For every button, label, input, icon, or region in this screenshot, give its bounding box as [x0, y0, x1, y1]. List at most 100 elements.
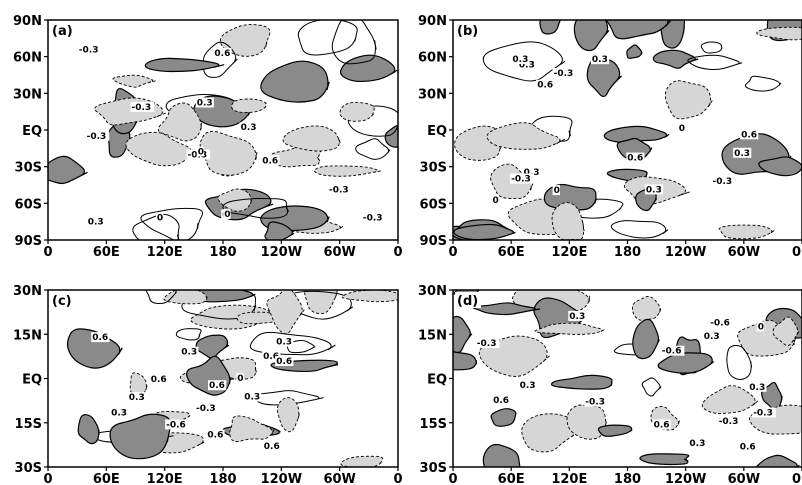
contour-label: 0	[758, 323, 764, 333]
y-tick-label: 30S	[420, 461, 447, 476]
contour-label-background	[91, 332, 110, 343]
negative-correlation-region	[229, 415, 275, 443]
positive-correlation-region	[453, 351, 478, 371]
contour-label-background	[756, 321, 765, 332]
contour-label: 0.6	[207, 431, 223, 441]
x-tick-label: 60E	[93, 472, 120, 485]
zero-contour	[726, 344, 753, 380]
y-tick-label: 15S	[15, 417, 42, 432]
panel-c-y-axis: 30N 15N EQ 15S 30S	[13, 284, 48, 476]
panel-c-label-box	[50, 292, 76, 308]
contour-label: -0.6	[166, 420, 186, 430]
contour-label-background	[510, 173, 534, 184]
y-tick-label: EQ	[427, 373, 447, 388]
contour-label-background	[584, 396, 608, 407]
contour-label-background	[239, 122, 258, 133]
contour-label: 0.3	[197, 99, 213, 109]
positive-correlation-region	[453, 223, 516, 240]
positive-correlation-region	[573, 20, 610, 52]
y-tick-label: 30N	[13, 284, 42, 299]
contour-label: 0.6	[740, 443, 756, 453]
negative-correlation-region	[276, 397, 300, 433]
contour-label-background	[511, 54, 530, 65]
positive-correlation-region	[626, 44, 643, 59]
y-tick-label: 60N	[13, 51, 42, 66]
contour-label: 0.3	[276, 338, 292, 348]
contour-label: -0.3	[196, 404, 216, 414]
negative-correlation-region	[701, 385, 759, 414]
contour-label-background	[195, 97, 214, 108]
contour-label-background	[717, 416, 742, 427]
contour-label-background	[223, 209, 231, 219]
zero-contour	[145, 290, 177, 305]
contour-label-background	[536, 79, 555, 90]
y-tick-label: EQ	[22, 373, 42, 388]
x-tick-label: 0	[792, 245, 801, 260]
positive-correlation-region	[758, 156, 802, 177]
panel-d: -0.3 0.3 -0.3 0.3 0.6 -0.6 0.3 -0.3 0.6 0.3 -0.6 0.…	[418, 284, 802, 485]
contour-label-background	[77, 44, 102, 55]
contour-label: 0.6	[209, 381, 225, 391]
contour-label: 0.6	[276, 357, 292, 367]
contour-label: 0.6	[151, 375, 167, 385]
positive-correlation-region	[755, 454, 800, 467]
contour-label: 0.3	[524, 168, 540, 178]
panel-a-label-box	[50, 22, 76, 38]
contour-label-background	[518, 380, 537, 390]
contour-label-background	[180, 346, 199, 357]
contour-label-background	[206, 429, 225, 440]
contour-label: 0.6	[493, 396, 509, 406]
contour-label-background	[208, 380, 227, 391]
panel-d-y-axis: 30N 15N EQ 15S 30S	[418, 284, 453, 476]
positive-correlation-region	[260, 60, 330, 103]
contour-label-background	[552, 185, 560, 196]
panel-d-background	[453, 290, 802, 467]
contour-label: -0.3	[753, 409, 773, 419]
x-tick-label: 60E	[93, 245, 120, 260]
contour-label: 0.6	[627, 154, 643, 164]
contour-label-background	[196, 146, 205, 157]
contour-label-background	[261, 155, 280, 166]
x-tick-label: 120W	[665, 472, 706, 485]
contour-label-background	[626, 152, 645, 163]
zero-contour	[610, 220, 669, 239]
x-tick-label: 60W	[728, 472, 760, 485]
contour-label: -0.3	[511, 175, 531, 185]
contour-label-background	[275, 336, 294, 347]
contour-label-background	[361, 212, 386, 223]
panel-b-label-box	[455, 22, 481, 38]
zero-contour	[482, 41, 566, 82]
contour-label-background	[738, 441, 757, 452]
contour-label: 0	[554, 186, 560, 196]
contour-label: 0.3	[520, 381, 536, 391]
y-tick-label: 30S	[15, 461, 42, 476]
zero-contour	[355, 138, 391, 160]
y-tick-label: 30S	[15, 161, 42, 176]
contour-label-background	[740, 129, 759, 140]
contour-label-background	[652, 419, 671, 430]
contour-label-background	[85, 130, 110, 141]
positive-correlation-region	[144, 57, 225, 73]
negative-correlation-region	[231, 98, 267, 113]
contour-label-background	[130, 102, 155, 112]
negative-correlation-region	[486, 122, 566, 150]
contour-label: 0.3	[244, 393, 260, 403]
contour-label: 0.6	[537, 81, 553, 91]
contour-label-background	[195, 402, 219, 413]
x-tick-label: 0	[393, 245, 402, 260]
panel-a-contours	[48, 20, 398, 240]
contour-label-background	[165, 419, 189, 430]
panel-d-contours	[453, 290, 802, 467]
contour-label: 0.6	[92, 333, 108, 343]
positive-correlation-region	[339, 54, 398, 83]
y-tick-label: 90N	[13, 14, 42, 29]
negative-correlation-region	[718, 224, 775, 240]
contour-label: 0.6	[264, 442, 280, 452]
contour-label-background	[236, 372, 244, 383]
zero-contour	[222, 198, 290, 219]
panel-a-contour-labels: -0.300.3-0.300.6-0.300.60.3-0.300.3-0.3-…	[77, 44, 386, 228]
contour-label: 0.3	[111, 409, 127, 419]
positive-correlation-region	[586, 57, 623, 98]
contour-label-background	[709, 317, 733, 328]
x-tick-label: 0	[448, 245, 457, 260]
